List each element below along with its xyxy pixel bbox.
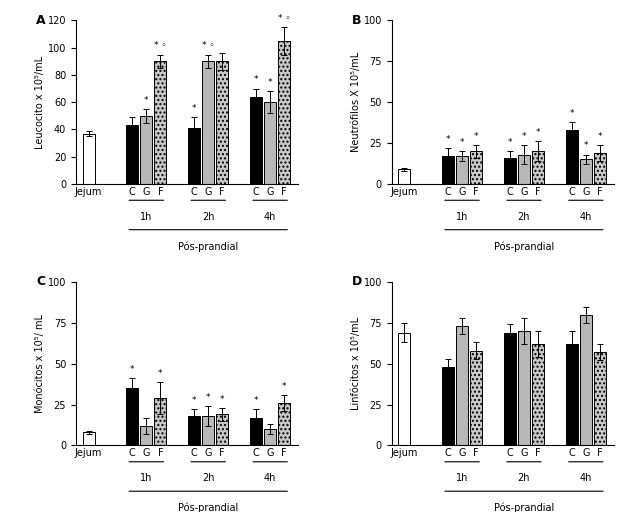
Bar — [470, 351, 482, 445]
Text: A: A — [36, 14, 46, 27]
Text: *: * — [192, 396, 196, 406]
Text: Pós-prandial: Pós-prandial — [178, 503, 239, 512]
Text: *: * — [584, 141, 588, 151]
Text: D: D — [352, 275, 362, 288]
Bar — [456, 326, 468, 445]
Text: *: * — [192, 104, 196, 113]
Bar — [532, 344, 544, 445]
Text: Pós-prandial: Pós-prandial — [178, 241, 239, 251]
Text: *: * — [206, 393, 211, 402]
Bar — [398, 333, 410, 445]
Y-axis label: Monócitos x 10⁵/ mL: Monócitos x 10⁵/ mL — [35, 314, 45, 413]
Text: *: * — [446, 135, 450, 144]
Y-axis label: Leucocito x 10⁵/mL: Leucocito x 10⁵/mL — [35, 56, 45, 149]
Bar — [580, 159, 592, 184]
Text: * ◦: * ◦ — [154, 41, 166, 51]
Bar — [470, 151, 482, 184]
Bar — [141, 426, 152, 445]
Bar — [580, 315, 592, 445]
Bar — [566, 344, 578, 445]
Bar — [594, 352, 606, 445]
Text: 1h: 1h — [456, 473, 468, 483]
Bar — [250, 418, 262, 445]
Bar — [442, 156, 454, 184]
Text: *: * — [598, 132, 602, 141]
Y-axis label: Neutrófilos X 10⁵/mL: Neutrófilos X 10⁵/mL — [351, 52, 361, 153]
Text: 2h: 2h — [202, 212, 215, 222]
Text: *: * — [474, 132, 479, 141]
Text: B: B — [352, 14, 361, 27]
Text: *: * — [460, 138, 464, 147]
Bar — [216, 414, 229, 445]
Text: Pós-prandial: Pós-prandial — [494, 503, 554, 512]
Text: *: * — [254, 396, 258, 406]
Bar — [250, 97, 262, 184]
Bar — [154, 398, 166, 445]
Bar — [532, 151, 544, 184]
Bar — [203, 61, 214, 184]
Bar — [264, 429, 276, 445]
Text: *: * — [254, 75, 258, 84]
Text: 1h: 1h — [456, 212, 468, 222]
Text: C: C — [36, 275, 45, 288]
Bar — [83, 432, 94, 445]
Bar — [456, 156, 468, 184]
Text: 4h: 4h — [264, 212, 277, 222]
Bar — [141, 116, 152, 184]
Text: * ◦: * ◦ — [202, 41, 215, 51]
Text: 4h: 4h — [580, 212, 592, 222]
Text: * ◦: * ◦ — [278, 14, 291, 23]
Bar — [127, 388, 138, 445]
Text: *: * — [144, 96, 149, 105]
Bar — [264, 102, 276, 184]
Text: *: * — [158, 369, 163, 378]
Bar — [398, 169, 410, 184]
Text: 1h: 1h — [140, 212, 153, 222]
Bar — [188, 128, 200, 184]
Bar — [279, 41, 290, 184]
Bar — [216, 61, 229, 184]
Text: Pós-prandial: Pós-prandial — [494, 241, 554, 251]
Text: *: * — [570, 109, 574, 118]
Text: 1h: 1h — [140, 473, 153, 483]
Text: *: * — [522, 132, 526, 141]
Text: 2h: 2h — [518, 212, 530, 222]
Bar — [83, 134, 94, 184]
Bar — [566, 130, 578, 184]
Bar — [518, 331, 530, 445]
Bar — [203, 416, 214, 445]
Text: *: * — [130, 366, 134, 374]
Y-axis label: Linfócitos x 10⁵/mL: Linfócitos x 10⁵/mL — [351, 317, 361, 410]
Text: *: * — [268, 78, 272, 87]
Text: 4h: 4h — [580, 473, 592, 483]
Bar — [504, 333, 516, 445]
Bar — [127, 125, 138, 184]
Bar — [154, 61, 166, 184]
Bar — [442, 367, 454, 445]
Bar — [279, 403, 290, 445]
Bar — [594, 153, 606, 184]
Bar — [518, 155, 530, 184]
Text: 2h: 2h — [202, 473, 215, 483]
Text: *: * — [508, 138, 512, 147]
Text: *: * — [536, 129, 541, 137]
Bar — [188, 416, 200, 445]
Text: 4h: 4h — [264, 473, 277, 483]
Text: *: * — [220, 395, 225, 404]
Text: 2h: 2h — [518, 473, 530, 483]
Text: *: * — [282, 381, 287, 391]
Bar — [504, 158, 516, 184]
